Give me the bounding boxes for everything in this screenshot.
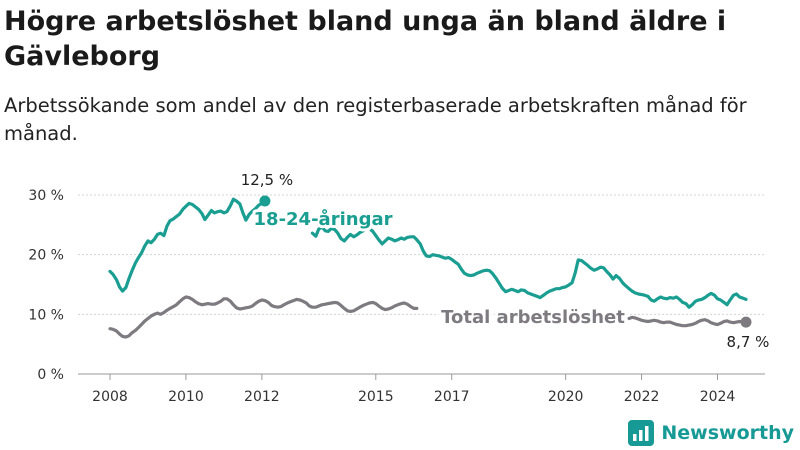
x-tick-label: 2024 (700, 389, 736, 405)
x-tick-label: 2010 (168, 389, 204, 405)
series-end-marker-youth (259, 195, 271, 207)
newsworthy-logo-icon (628, 420, 655, 446)
x-tick-label: 2020 (548, 389, 584, 405)
series-end-label: 8,7 % (727, 333, 770, 351)
series-line-youth (108, 197, 267, 293)
series-end-label: 12,5 % (241, 171, 293, 189)
series-name-label: Total arbetslöshet (441, 307, 625, 328)
y-tick-label: 30 % (28, 188, 64, 204)
series-line-youth (310, 225, 748, 309)
x-tick-label: 2012 (244, 389, 280, 405)
x-tick-label: 2022 (624, 389, 660, 405)
y-tick-label: 0 % (37, 367, 64, 383)
x-tick-label: 2008 (92, 389, 128, 405)
line-chart: 0 % 10 % 20 % 30 % 2008 2010 2012 2015 2017 2020 2… (28, 171, 770, 405)
x-tick-label: 2015 (358, 389, 394, 405)
chart-subtitle: Arbetssökande som andel av den registerb… (4, 94, 747, 145)
brand-logo: Newsworthy (628, 419, 794, 447)
x-tick-label: 2017 (434, 389, 470, 405)
chart-title: Högre arbetslöshet bland unga än bland ä… (4, 6, 727, 72)
series-name-label: 18-24-åringar (254, 208, 393, 230)
y-tick-label: 20 % (28, 248, 64, 264)
y-tick-label: 10 % (28, 307, 64, 323)
brand-name: Newsworthy (661, 422, 794, 444)
series-line-total (627, 315, 748, 328)
series-line-total (108, 295, 419, 339)
series-end-marker-total (740, 316, 752, 328)
